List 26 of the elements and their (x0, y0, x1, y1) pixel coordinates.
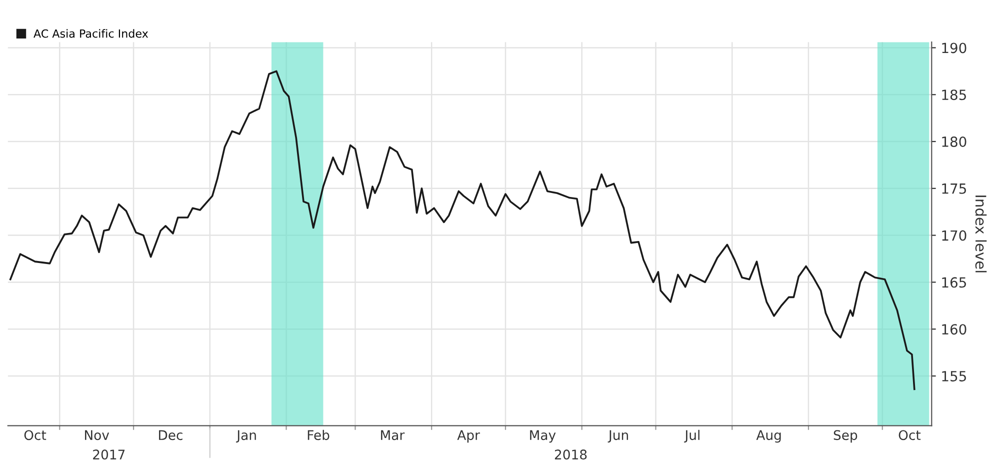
x-tick-label: Mar (381, 430, 405, 440)
x-tick-label: Dec (159, 430, 182, 440)
x-tick-label: Oct (24, 430, 46, 440)
text: 2017 (93, 450, 125, 460)
y-tick-label: 180 (942, 136, 966, 147)
x-tick-label: Aug (756, 430, 781, 443)
y-tick-label: 170 (942, 230, 966, 241)
y-tick-label: 160 (942, 324, 966, 335)
y-axis-title: Index level (975, 196, 987, 272)
x-tick-label: Sep (834, 430, 858, 443)
x-tick-label: May (530, 430, 556, 443)
x-tick-label: Nov (85, 430, 110, 440)
x-tick-label: Feb (308, 430, 330, 440)
x-tick-label: Jan (236, 430, 256, 443)
y-tick-label: 185 (942, 90, 966, 100)
line-series (9, 70, 916, 390)
y-tick-label: 175 (942, 184, 966, 194)
x-tick-label: Jun (608, 430, 628, 443)
y-tick-label: 190 (942, 42, 966, 54)
x-tick-label: Apr (457, 430, 480, 443)
text: 2018 (554, 450, 587, 460)
legend-label: AC Asia Pacific Index (34, 29, 148, 38)
y-tick-label: 165 (942, 277, 966, 288)
y-tick-label: 155 (942, 371, 966, 382)
x-tick-label: Oct (898, 430, 921, 440)
x-tick-label: Jul (684, 430, 700, 443)
